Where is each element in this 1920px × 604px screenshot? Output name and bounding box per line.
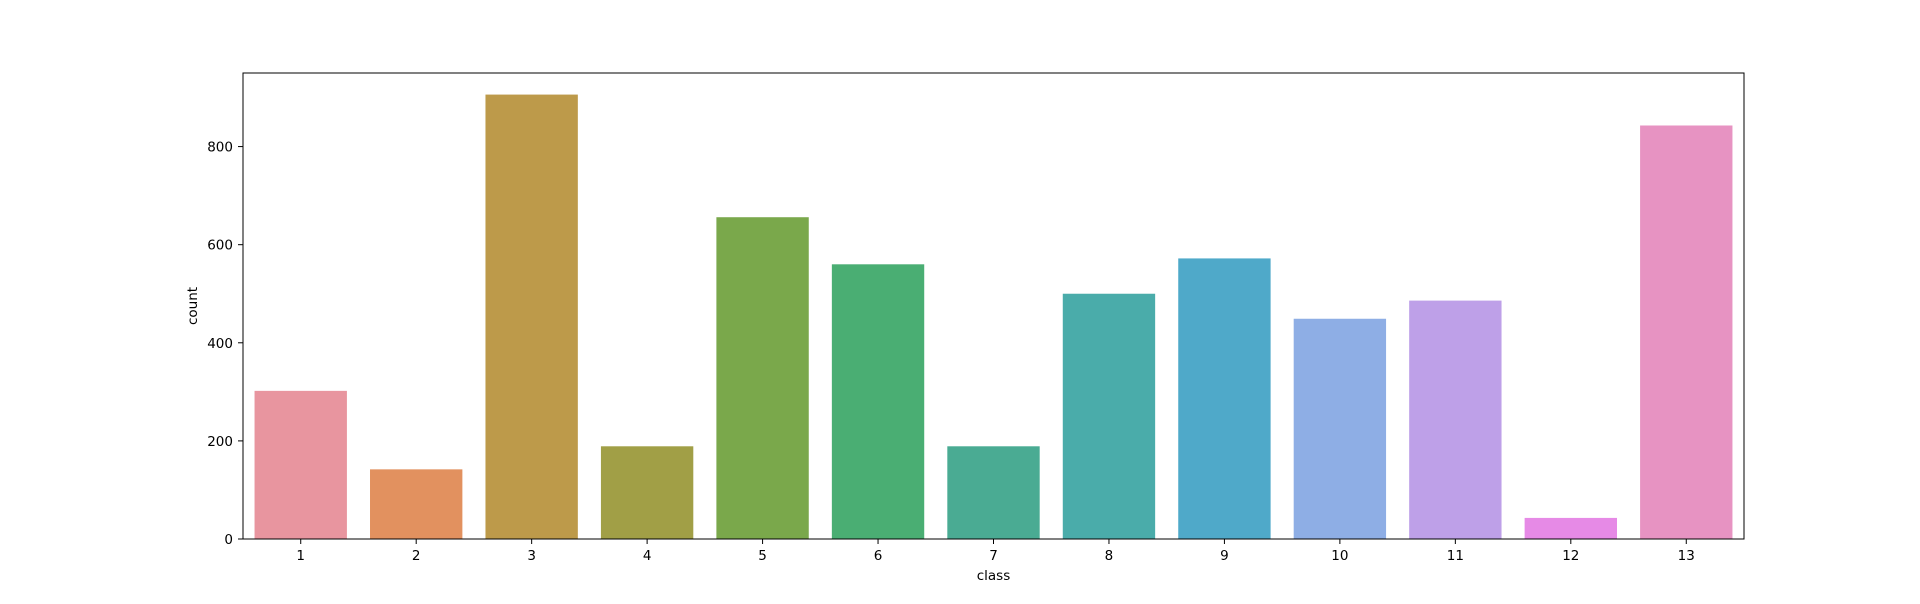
x-tick-label: 12 [1562, 548, 1579, 564]
x-tick-label: 4 [643, 548, 652, 564]
bar-class-8 [1062, 293, 1156, 539]
plot-area-frame [242, 72, 1745, 540]
x-tick-label: 13 [1678, 548, 1695, 564]
y-axis-label: count [185, 287, 201, 325]
x-axis-label: class [977, 568, 1011, 584]
x-tick-label: 5 [758, 548, 767, 564]
y-tick-label: 400 [207, 336, 233, 352]
x-axis-ticks: 1 2 3 4 5 6 7 8 9 10 11 12 13 [296, 539, 1695, 564]
x-tick-label: 9 [1220, 548, 1229, 564]
bar-class-13 [1640, 125, 1733, 539]
bar-class-1 [254, 390, 347, 539]
y-axis-ticks: 0 200 400 600 800 [207, 140, 243, 548]
bar-class-6 [831, 264, 925, 539]
x-tick-label: 7 [989, 548, 998, 564]
bar-class-12 [1524, 517, 1617, 539]
x-tick-label: 10 [1331, 548, 1348, 564]
bar-class-4 [600, 446, 694, 539]
bar-class-11 [1409, 300, 1502, 539]
bar-class-3 [485, 94, 578, 539]
x-tick-label: 8 [1105, 548, 1114, 564]
bars-layer [254, 94, 1733, 540]
y-tick-label: 600 [207, 238, 233, 254]
bar-class-7 [947, 446, 1040, 539]
y-tick-label: 200 [207, 434, 233, 450]
bar-class-9 [1178, 258, 1271, 539]
x-tick-label: 1 [296, 548, 305, 564]
x-tick-label: 2 [412, 548, 421, 564]
y-tick-label: 0 [224, 532, 233, 548]
x-tick-label: 3 [527, 548, 536, 564]
bar-class-10 [1293, 318, 1387, 539]
x-tick-label: 11 [1447, 548, 1464, 564]
x-tick-label: 6 [874, 548, 883, 564]
bar-class-5 [716, 217, 809, 540]
bar-class-2 [370, 469, 463, 539]
y-tick-label: 800 [207, 140, 233, 156]
